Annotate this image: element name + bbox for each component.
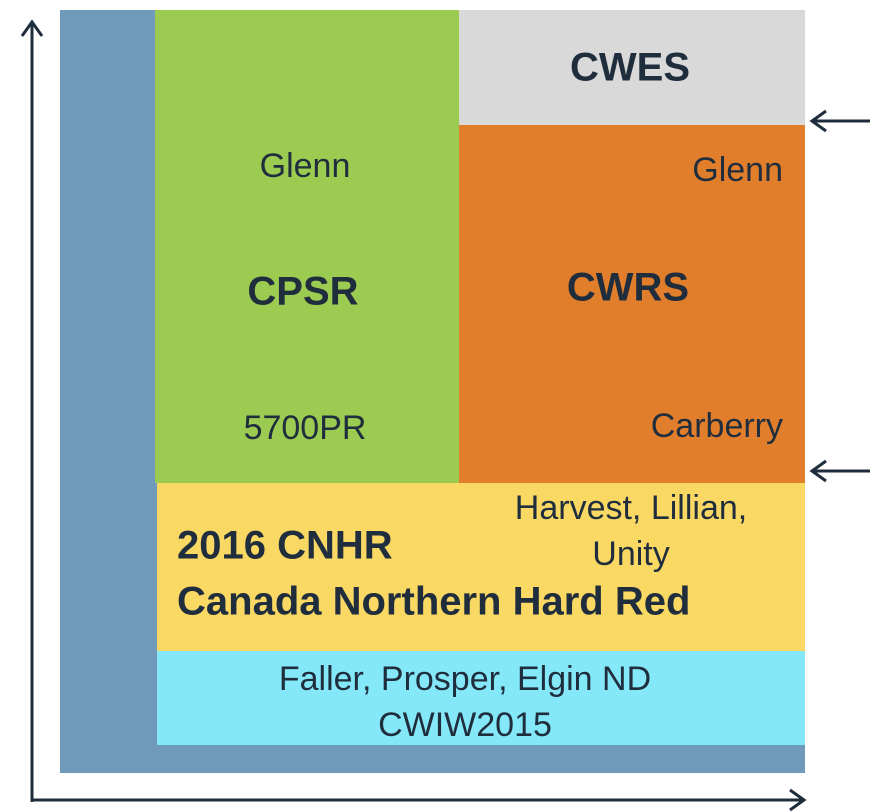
cwrs-block (459, 125, 805, 483)
label: 5700PR (244, 409, 367, 447)
label: Glenn (692, 151, 783, 189)
arrowhead (809, 109, 827, 133)
cnhr-block (157, 483, 805, 651)
label: 2016 CNHR (177, 524, 393, 568)
label: Unity (592, 535, 669, 573)
cpsr-block (155, 10, 459, 483)
arrowhead (809, 459, 827, 483)
label: Carberry (651, 407, 783, 445)
label: CPSR (247, 270, 358, 314)
label: Glenn (260, 147, 351, 185)
label: Harvest, Lillian, (515, 489, 747, 527)
label: CWIW2015 (378, 706, 552, 744)
cwes-block (459, 10, 805, 125)
label: Canada Northern Hard Red (177, 580, 690, 624)
cwiw-block (157, 651, 805, 745)
label: CWES (570, 46, 690, 90)
y-arrowhead (20, 19, 44, 37)
axes (20, 19, 870, 812)
label: CWRS (567, 266, 689, 310)
x-arrowhead (789, 788, 807, 812)
label: Faller, Prosper, Elgin ND (279, 660, 651, 698)
